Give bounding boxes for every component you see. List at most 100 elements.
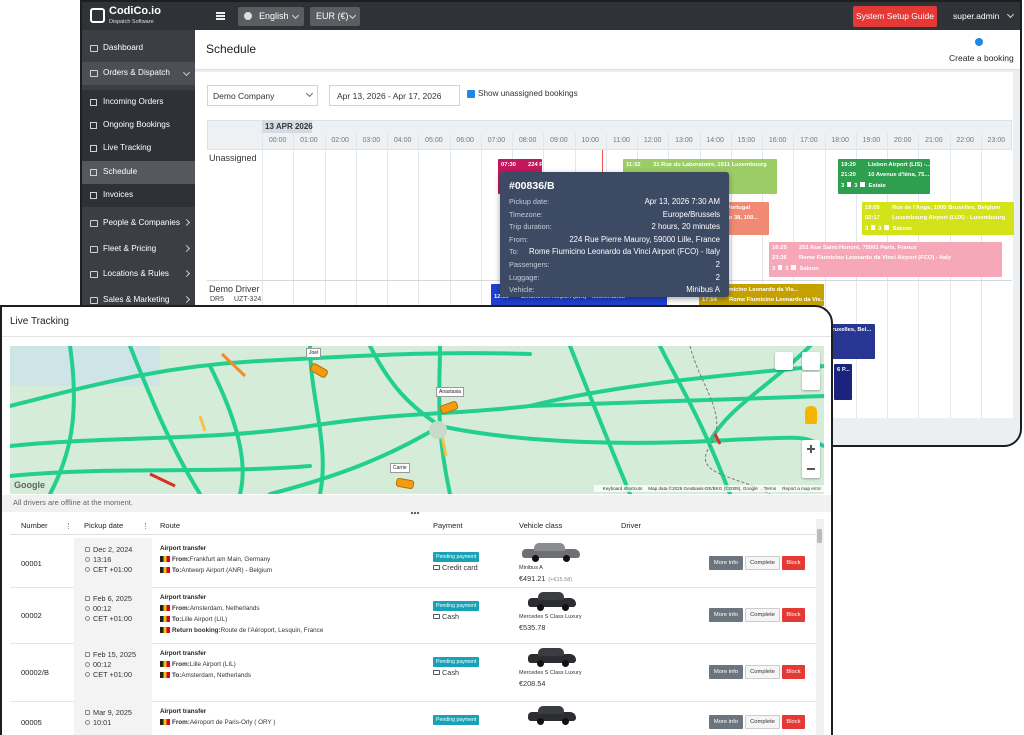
sidebar-item[interactable]: Locations & Rules <box>82 263 195 286</box>
booking[interactable]: 19:20 Lisbon Airport (LIS) -... 21:20 10 Av… <box>838 159 930 194</box>
create-booking[interactable]: Create a booking <box>949 53 1014 63</box>
tooltip-value: 2 hours, 20 minutes <box>651 222 720 232</box>
date-icon <box>85 547 90 552</box>
wheel <box>536 660 544 667</box>
booking-address: Rue de l'Ange, 1000 Bruxelles, Belgium <box>892 205 1001 211</box>
action-label: Block <box>786 612 801 618</box>
stop-text: Amsterdam, Netherlands <box>189 605 260 612</box>
chevron <box>1006 10 1015 19</box>
action-button[interactable]: More info <box>709 608 743 622</box>
table-header: Payment <box>433 521 463 530</box>
map-control[interactable] <box>802 352 820 370</box>
wheel <box>532 555 540 562</box>
sidebar-item[interactable]: Orders & Dispatch <box>82 62 195 85</box>
submenu-item[interactable]: Schedule <box>82 161 195 184</box>
booking[interactable]: 6 P... <box>834 364 852 400</box>
payment-status: Pending payment <box>433 715 480 725</box>
booking-number: 00002/B <box>21 668 49 677</box>
user-menu[interactable]: super.admin <box>953 11 1000 21</box>
wheel <box>561 718 569 725</box>
action-button[interactable]: Complete <box>745 555 780 570</box>
action-button[interactable]: More info <box>709 555 743 570</box>
icon <box>778 265 783 270</box>
map[interactable] <box>10 346 824 494</box>
action-button[interactable]: More info <box>709 715 743 729</box>
action-button[interactable]: Complete <box>745 715 780 729</box>
payment-status: Pending payment <box>433 601 480 611</box>
submenu-item[interactable]: Incoming Orders <box>82 91 195 114</box>
sidebar-icon <box>90 297 98 304</box>
pickup-time: 00:12 <box>93 604 112 613</box>
driver-car[interactable] <box>439 400 459 415</box>
car-cabin <box>537 592 564 600</box>
pegman[interactable] <box>805 406 817 424</box>
vehicle-image <box>528 591 576 611</box>
submenu-icon <box>90 99 97 106</box>
pickup-time: 10:01 <box>93 718 112 727</box>
icon <box>884 225 890 230</box>
price-value: €535.78 <box>519 623 546 632</box>
action-button[interactable]: More info <box>709 665 743 679</box>
action-button[interactable]: Complete <box>745 608 780 622</box>
hour-label: 22:00 <box>956 137 974 144</box>
setup-guide-button[interactable]: System Setup Guide <box>853 6 937 27</box>
booking[interactable]: 16:25 251 Rue Saint-Honoré, 75001 Paris, … <box>769 242 1002 277</box>
map-control[interactable] <box>802 372 820 390</box>
booking-time: 12:55 <box>494 294 509 300</box>
sidebar-label: Orders & Dispatch <box>103 68 170 77</box>
sidebar-item[interactable]: Dashboard <box>82 37 195 60</box>
tooltip-value: 224 Rue Pierre Mauroy, 59000 Lille, Fran… <box>569 234 720 244</box>
action-button[interactable]: Block <box>782 555 805 570</box>
checkbox[interactable] <box>467 90 475 98</box>
submenu-item[interactable]: Live Tracking <box>82 137 195 160</box>
currency-select[interactable]: EUR (€) <box>310 7 360 26</box>
driver-label[interactable]: Carrie <box>390 463 410 473</box>
sidebar-item[interactable]: Fleet & Pricing <box>82 238 195 261</box>
action-button[interactable]: Block <box>782 608 805 622</box>
price-extra: (+€15.58) <box>548 577 573 583</box>
booking[interactable]: Bruxelles, Bel... <box>825 324 875 359</box>
language-select[interactable]: English <box>238 7 304 26</box>
hour-label: 21:00 <box>925 137 943 144</box>
driver-code: DR5 <box>210 296 225 303</box>
zoom-control[interactable] <box>802 440 820 478</box>
action-label: More info <box>713 719 739 725</box>
driver-car[interactable] <box>308 362 330 379</box>
route-stop: To:Amsterdam, Netherlands <box>160 672 251 679</box>
vehicle-image <box>528 647 576 667</box>
action-button[interactable]: Block <box>782 665 805 679</box>
driver-car[interactable] <box>395 477 415 490</box>
booking-address: 224 Rue Pierr... <box>528 162 542 168</box>
booking[interactable]: Rome Fiumicino Leonardo da Vis... 17:54 Ro… <box>699 284 824 306</box>
table-header-line <box>10 534 816 535</box>
price: €208.54 <box>519 679 545 688</box>
flag <box>160 672 170 678</box>
flag <box>160 556 170 562</box>
payment-status: Pending payment <box>433 657 480 667</box>
submenu-bg <box>82 90 195 207</box>
tooltip-label: Luggage: <box>509 272 540 282</box>
submenu-item[interactable]: Invoices <box>82 184 195 207</box>
action-button[interactable]: Complete <box>745 665 780 679</box>
action-button[interactable]: Block <box>782 715 805 729</box>
driver-label[interactable]: Anastasia <box>436 387 464 397</box>
submenu-item[interactable]: Ongoing Bookings <box>82 114 195 137</box>
menu-icon <box>216 15 225 17</box>
sidebar-icon <box>90 45 98 52</box>
date-range: Apr 13, 2026 - Apr 17, 2026 <box>337 91 442 101</box>
booking[interactable]: 19:05 Rue de l'Ange, 1000 Bruxelles, Belg… <box>862 202 1014 235</box>
submenu-label: Live Tracking <box>103 143 152 152</box>
booking-time: 19:20 <box>841 162 856 168</box>
map-control[interactable] <box>775 352 793 370</box>
tooltip-value: 2 <box>715 260 720 269</box>
date-range-input[interactable]: Apr 13, 2026 - Apr 17, 2026 <box>329 85 460 106</box>
sidebar-item[interactable]: Sales & Marketing <box>82 289 195 312</box>
route-stop: To:Antwerp Airport (ANR) - Belgium <box>160 567 272 574</box>
driver-label[interactable]: Joel <box>306 348 322 358</box>
car-cabin <box>537 706 564 714</box>
stop-text: Amsterdam, Netherlands <box>181 672 251 679</box>
sidebar-item[interactable]: People & Companies <box>82 212 195 235</box>
date-icon <box>85 652 90 657</box>
company-select[interactable]: Demo Company <box>207 85 318 106</box>
